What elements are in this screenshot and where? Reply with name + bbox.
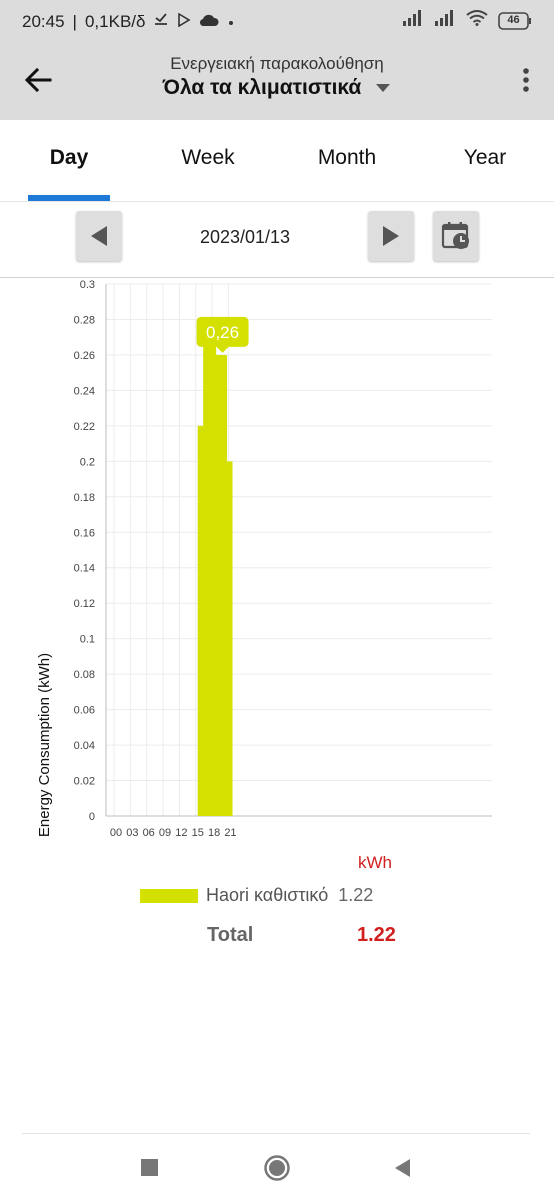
y-tick-label: 0.08 xyxy=(74,669,95,681)
selected-date: 2023/01/13 xyxy=(199,227,291,247)
download-done-icon xyxy=(153,11,169,32)
y-tick-label: 0 xyxy=(89,811,95,823)
bar-hour-20[interactable] xyxy=(219,461,233,816)
bar-tooltip: 0,26 xyxy=(196,316,249,353)
status-time: 20:45 xyxy=(22,11,65,31)
tab-month[interactable]: Month xyxy=(317,146,377,169)
y-tick-label: 0.24 xyxy=(74,385,95,397)
y-tick-label: 0.2 xyxy=(80,456,95,468)
battery-icon: 46 xyxy=(498,11,532,30)
notification-dot-icon xyxy=(227,12,235,32)
arrow-back-icon xyxy=(24,67,52,93)
tab-year[interactable]: Year xyxy=(463,146,507,169)
back-button[interactable] xyxy=(20,60,60,100)
home-circle-icon xyxy=(264,1155,290,1181)
tooltip-bubble xyxy=(196,316,249,353)
chart-bars xyxy=(197,319,233,816)
signal-icon-2 xyxy=(434,10,456,31)
cloud-icon xyxy=(199,12,219,32)
total-value: 1.22 xyxy=(357,924,396,946)
y-tick-label: 0.14 xyxy=(74,563,95,575)
back-triangle-icon xyxy=(395,1159,410,1177)
tooltip-value: 0,26 xyxy=(206,323,239,342)
y-tick-label: 0.04 xyxy=(74,740,95,752)
header-titles: Ενεργειακή παρακολούθηση Όλα τα κλιματισ… xyxy=(0,54,554,100)
active-tab-indicator xyxy=(28,195,110,201)
x-tick-label: 03 xyxy=(126,827,138,839)
app-bar: Ενεργειακή παρακολούθηση Όλα τα κλιματισ… xyxy=(0,40,554,120)
page-subtitle: Ενεργειακή παρακολούθηση xyxy=(170,54,384,73)
chart-grid xyxy=(105,283,492,817)
unit-label: kWh xyxy=(358,853,392,872)
tab-day[interactable]: Day xyxy=(49,146,89,169)
y-tick-label: 0.18 xyxy=(74,492,95,504)
legend-device-name: Haori καθιστικό xyxy=(206,885,329,905)
legend-device-value: 1.22 xyxy=(338,885,374,905)
system-navigation-bar xyxy=(22,1133,530,1201)
x-tick-label: 09 xyxy=(159,827,171,839)
chart-legend: Haori καθιστικό 1.22 xyxy=(140,885,373,906)
legend-swatch xyxy=(140,888,198,903)
next-arrow-icon xyxy=(383,226,399,246)
x-tick-label: 06 xyxy=(143,827,155,839)
y-tick-label: 0.12 xyxy=(74,598,95,610)
status-left: 20:45 | 0,1KB/δ xyxy=(22,11,235,32)
wifi-icon xyxy=(466,10,488,31)
y-axis-ticks: 0 0.02 0.04 0.06 0.08 0.1 0.12 0.14 0.16 0.18 0.2 0… xyxy=(74,279,95,823)
status-separator: | xyxy=(72,11,77,31)
calendar-clock-icon xyxy=(441,222,469,249)
tab-week[interactable]: Week xyxy=(181,146,235,169)
signal-icon xyxy=(402,10,424,31)
square-icon xyxy=(141,1159,158,1176)
device-selector[interactable]: Όλα τα κλιματιστικά xyxy=(0,76,554,100)
total-label: Total xyxy=(207,924,254,946)
energy-chart: 0 0.02 0.04 0.06 0.08 0.1 0.12 0.14 0.16 0.18 0.2 0… xyxy=(36,279,492,872)
y-tick-label: 0.06 xyxy=(74,705,95,717)
y-tick-label: 0.16 xyxy=(74,527,95,539)
overflow-menu-button[interactable] xyxy=(516,66,536,96)
more-vert-icon xyxy=(523,68,529,92)
battery-level: 46 xyxy=(507,13,520,26)
calendar-button[interactable] xyxy=(433,211,479,261)
previous-arrow-icon xyxy=(91,226,107,246)
page-title: Όλα τα κλιματιστικά xyxy=(162,76,362,99)
x-tick-label: 12 xyxy=(175,827,187,839)
previous-date-button[interactable] xyxy=(76,211,122,261)
date-navigation: 2023/01/13 xyxy=(0,202,554,278)
x-tick-label: 21 xyxy=(224,827,236,839)
status-bar: 20:45 | 0,1KB/δ 46 xyxy=(0,0,554,40)
y-tick-label: 0.02 xyxy=(74,776,95,788)
total-row: Total 1.22 xyxy=(207,924,407,947)
y-tick-label: 0.28 xyxy=(74,314,95,326)
recent-apps-button[interactable] xyxy=(140,1158,160,1178)
dropdown-arrow-icon xyxy=(376,84,391,92)
y-tick-label: 0.3 xyxy=(80,279,95,291)
y-tick-label: 0.26 xyxy=(74,350,95,362)
play-store-icon xyxy=(177,12,192,32)
y-axis-label: Energy Consumption (kWh) xyxy=(36,653,53,837)
period-tabs: Day Week Month Year xyxy=(0,120,554,202)
x-axis-ticks: 00 03 06 09 12 15 18 21 xyxy=(110,827,237,839)
next-date-button[interactable] xyxy=(368,211,414,261)
status-speed: 0,1KB/δ xyxy=(84,11,146,31)
system-back-button[interactable] xyxy=(393,1158,413,1178)
x-tick-label: 15 xyxy=(192,827,204,839)
status-right: 46 xyxy=(402,10,532,31)
home-button[interactable] xyxy=(263,1154,291,1182)
x-tick-label: 18 xyxy=(208,827,220,839)
x-tick-label: 00 xyxy=(110,827,122,839)
y-tick-label: 0.1 xyxy=(80,634,95,646)
y-tick-label: 0.22 xyxy=(74,421,95,433)
